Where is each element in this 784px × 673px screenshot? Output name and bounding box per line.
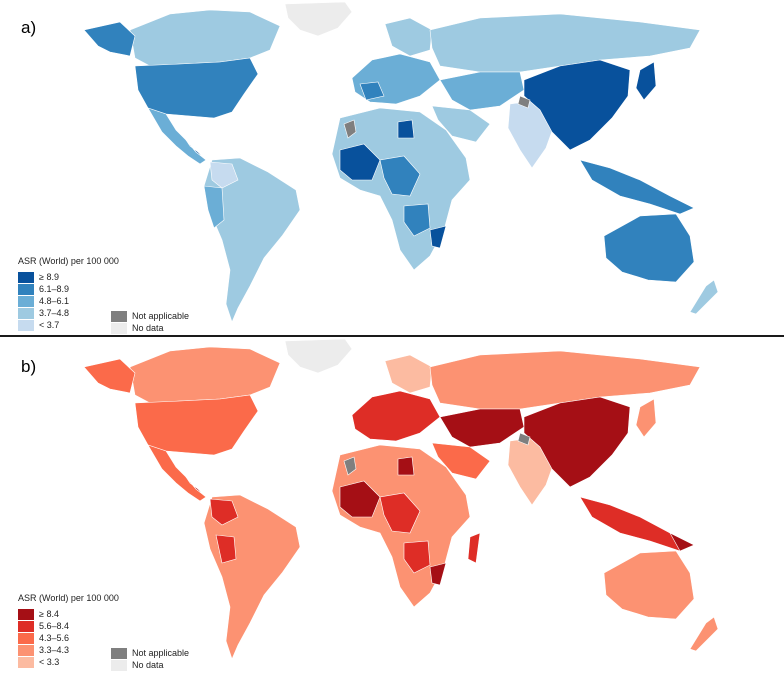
legend-label: 3.7–4.8 [39, 308, 70, 318]
extra-legend: Not applicable No data [111, 647, 189, 671]
legend-swatch [18, 283, 34, 295]
legend-item: 3.3–4.3 [18, 644, 119, 656]
legend-swatch [18, 307, 34, 319]
extra-legend: Not applicable No data [111, 310, 189, 334]
world-map-b [83, 338, 719, 660]
panel-label: b) [21, 357, 37, 376]
legend-title: ASR (World) per 100 000 [18, 593, 119, 603]
legend-label: 5.6–8.4 [39, 621, 70, 631]
legend-swatch [18, 271, 34, 283]
legend-item: 4.3–5.6 [18, 632, 119, 644]
legend-item-no-data: No data [111, 659, 189, 671]
legend-swatch [18, 319, 34, 331]
legend: ASR (World) per 100 000 ≥ 8.4 5.6–8.4 4.… [18, 593, 119, 668]
legend-label: 4.8–6.1 [39, 296, 70, 306]
panel-label: a) [21, 18, 37, 37]
legend-label: 4.3–5.6 [39, 633, 70, 643]
legend-item: ≥ 8.4 [18, 608, 119, 620]
not-applicable-label: Not applicable [132, 648, 190, 658]
not-applicable-label: Not applicable [132, 311, 190, 321]
legend-swatch [18, 644, 34, 656]
legend-item-not-applicable: Not applicable [111, 310, 189, 322]
legend-item: 5.6–8.4 [18, 620, 119, 632]
legend-item: < 3.7 [18, 319, 119, 331]
world-map-a [83, 1, 719, 323]
legend-swatch [18, 295, 34, 307]
no-data-label: No data [132, 660, 164, 670]
legend-item: 4.8–6.1 [18, 295, 119, 307]
legend-swatch [18, 620, 34, 632]
legend-label: 6.1–8.9 [39, 284, 70, 294]
legend-item-no-data: No data [111, 322, 189, 334]
no-data-swatch [111, 322, 127, 334]
legend-label: < 3.7 [39, 320, 60, 330]
not-applicable-swatch [111, 647, 127, 659]
legend-label: ≥ 8.9 [39, 272, 59, 282]
legend-label: < 3.3 [39, 657, 60, 667]
legend-label: 3.3–4.3 [39, 645, 70, 655]
map-panel-a: a) ASR (World) per 100 000 ≥ 8.9 6.1–8.9… [0, 0, 784, 336]
legend-item: 6.1–8.9 [18, 283, 119, 295]
legend-title: ASR (World) per 100 000 [18, 256, 119, 266]
legend-item-not-applicable: Not applicable [111, 647, 189, 659]
legend-item: 3.7–4.8 [18, 307, 119, 319]
legend-label: ≥ 8.4 [39, 609, 59, 619]
panel-divider [0, 335, 784, 337]
no-data-label: No data [132, 323, 164, 333]
legend-swatch [18, 608, 34, 620]
legend-item: ≥ 8.9 [18, 271, 119, 283]
map-panel-b: b) ASR (World) per 100 000 ≥ 8.4 5.6–8.4… [0, 337, 784, 673]
legend: ASR (World) per 100 000 ≥ 8.9 6.1–8.9 4.… [18, 256, 119, 331]
no-data-swatch [111, 659, 127, 671]
legend-item: < 3.3 [18, 656, 119, 668]
legend-swatch [18, 656, 34, 668]
legend-swatch [18, 632, 34, 644]
not-applicable-swatch [111, 310, 127, 322]
